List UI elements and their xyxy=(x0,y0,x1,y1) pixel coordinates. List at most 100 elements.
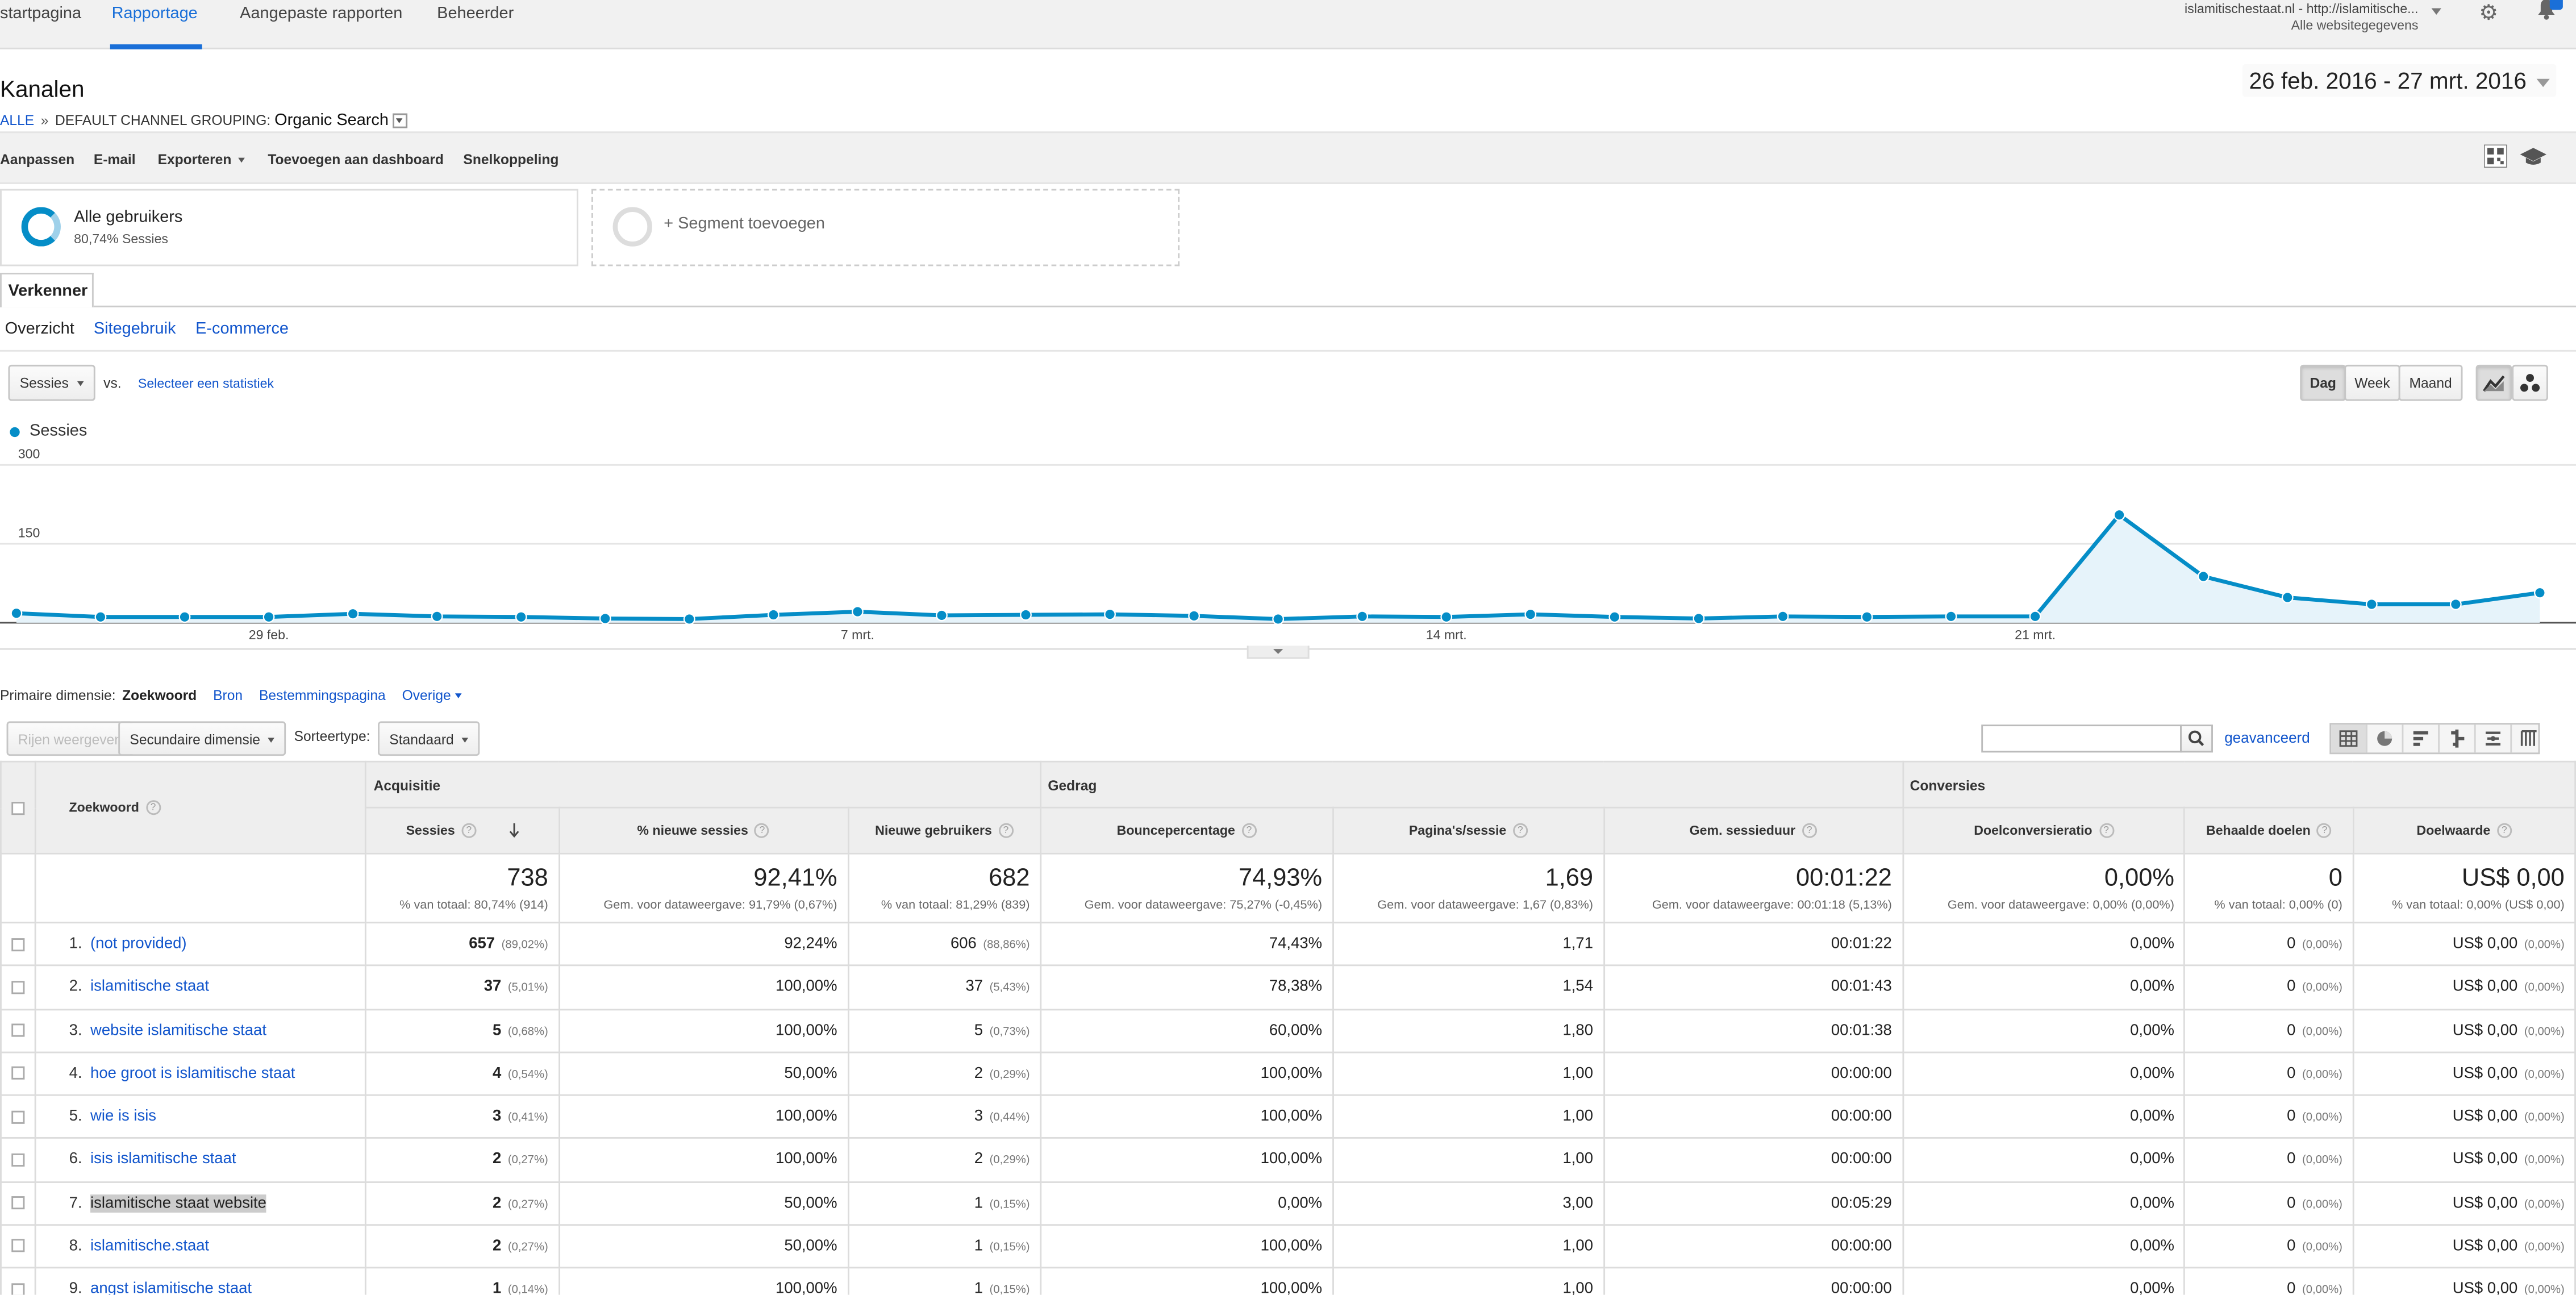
secondary-dimension-select[interactable]: Secundaire dimensie xyxy=(118,721,287,756)
subtab-overview[interactable]: Overzicht xyxy=(5,320,74,339)
column-header-sessions[interactable]: Sessies? xyxy=(365,806,560,855)
dimension-landing-page-link[interactable]: Bestemmingspagina xyxy=(259,686,386,703)
goal-conversion-rate-cell: 0,00% xyxy=(1902,1007,2186,1053)
column-header-new-users[interactable]: Nieuwe gebruikers? xyxy=(847,806,1041,855)
account-dropdown-icon[interactable] xyxy=(2431,8,2441,15)
show-rows-button[interactable]: Rijen weergeven xyxy=(6,721,134,756)
dimension-other-dropdown[interactable]: Overige xyxy=(402,687,462,703)
period-day-button[interactable]: Dag xyxy=(2300,364,2346,401)
table-search-input[interactable] xyxy=(1981,724,2182,753)
data-point xyxy=(431,610,443,623)
keyword-link[interactable]: isis islamitische staat xyxy=(90,1151,236,1169)
nav-tab-custom-reports[interactable]: Aangepaste rapporten xyxy=(240,5,403,23)
advanced-filter-link[interactable]: geavanceerd xyxy=(2224,729,2310,746)
goal-conversion-rate-cell: 0,00% xyxy=(1902,1051,2186,1096)
period-month-button[interactable]: Maand xyxy=(2398,364,2463,401)
table-view-icon[interactable] xyxy=(2331,724,2367,753)
pivot-view-icon[interactable] xyxy=(2512,724,2546,752)
nav-tab-reporting[interactable]: Rapportage xyxy=(111,5,198,23)
email-button[interactable]: E-mail xyxy=(93,151,136,168)
help-icon: ? xyxy=(145,800,161,815)
graduation-cap-icon[interactable] xyxy=(2520,146,2546,166)
keyword-link[interactable]: (not provided) xyxy=(90,935,187,953)
avg-session-duration-cell: 00:00:00 xyxy=(1603,1051,1904,1096)
column-header-goal-conversion-rate[interactable]: Doelconversieratio? xyxy=(1902,806,2186,855)
help-icon: ? xyxy=(2099,823,2114,839)
keyword-link[interactable]: islamitische.staat xyxy=(90,1236,210,1255)
dimension-column-header[interactable]: Zoekwoord? xyxy=(34,760,368,855)
row-checkbox[interactable] xyxy=(11,980,25,994)
row-checkbox[interactable] xyxy=(11,1196,25,1210)
row-checkbox[interactable] xyxy=(11,1239,25,1253)
data-point xyxy=(936,609,948,622)
goal-completions-cell: 0 (0,00%) xyxy=(2184,1267,2354,1295)
data-point xyxy=(2281,592,2294,603)
column-header-pages-per-session[interactable]: Pagina's/sessie? xyxy=(1332,806,1605,855)
keyword-link[interactable]: angst islamitische staat xyxy=(90,1280,252,1295)
term-cloud-view-icon[interactable] xyxy=(2476,724,2512,753)
column-header-bounce-rate[interactable]: Bouncepercentage? xyxy=(1039,806,1334,855)
subtab-site-usage[interactable]: Sitegebruik xyxy=(93,320,176,339)
add-to-dashboard-button[interactable]: Toevoegen aan dashboard xyxy=(268,151,444,168)
row-select-cell xyxy=(0,965,36,1010)
notification-bell-icon[interactable] xyxy=(2535,0,2563,22)
sort-type-select[interactable]: Standaard xyxy=(378,721,481,756)
motion-chart-toggle[interactable] xyxy=(2512,364,2548,401)
date-range-picker[interactable]: 26 feb. 2016 - 27 mrt. 2016 xyxy=(2242,64,2556,97)
column-header-label: Sessies xyxy=(406,823,455,838)
qr-code-icon[interactable] xyxy=(2484,144,2507,168)
data-point xyxy=(1440,611,1453,623)
nav-tab-home[interactable]: startpagina xyxy=(0,5,82,23)
select-all-checkbox[interactable] xyxy=(11,801,25,815)
keyword-link[interactable]: islamitische staat xyxy=(90,978,210,997)
comparison-view-icon[interactable] xyxy=(2440,724,2476,753)
row-checkbox[interactable] xyxy=(11,1023,25,1037)
row-number: 3. xyxy=(69,1021,82,1040)
column-header-goal-completions[interactable]: Behaalde doelen? xyxy=(2184,806,2354,855)
select-metric-link[interactable]: Selecteer een statistiek xyxy=(137,376,274,392)
chart-collapse-handle[interactable] xyxy=(1247,646,1310,659)
performance-view-icon[interactable] xyxy=(2403,724,2440,753)
keyword-link[interactable]: website islamitische staat xyxy=(90,1021,266,1040)
goal-conversion-rate-cell: 0,00% xyxy=(1902,1267,2186,1295)
keyword-link[interactable]: hoe groot is islamitische staat xyxy=(90,1064,295,1083)
pie-view-icon[interactable] xyxy=(2367,724,2404,753)
row-checkbox[interactable] xyxy=(11,1110,25,1123)
column-header-goal-value[interactable]: Doelwaarde? xyxy=(2352,806,2576,855)
row-checkbox[interactable] xyxy=(11,937,25,951)
breadcrumb-all-link[interactable]: ALLE xyxy=(0,111,35,128)
goal-value-cell: US$ 0,00 (0,00%) xyxy=(2352,1180,2576,1226)
help-icon: ? xyxy=(1512,823,1528,839)
keyword-cell: 7. islamitische staat website xyxy=(34,1180,368,1226)
shortcut-button[interactable]: Snelkoppeling xyxy=(463,151,559,168)
keyword-link[interactable]: islamitische staat website xyxy=(90,1194,266,1212)
dimension-source-link[interactable]: Bron xyxy=(213,686,243,703)
customize-button[interactable]: Aanpassen xyxy=(0,151,75,168)
metric-select[interactable]: Sessies xyxy=(8,364,95,401)
account-selector[interactable]: islamitischestaat.nl - http://islamitisc… xyxy=(2185,2,2418,35)
column-header-new-sessions-pct[interactable]: % nieuwe sessies? xyxy=(558,806,849,855)
tab-explorer[interactable]: Verkenner xyxy=(0,273,94,307)
export-button[interactable]: Exporteren xyxy=(158,151,245,168)
report-toolbar: Aanpassen E-mail Exporteren Toevoegen aa… xyxy=(0,131,2576,184)
row-checkbox[interactable] xyxy=(11,1153,25,1167)
table-row: 2. islamitische staat 37 (5,01%) 100,00% 37 (5… xyxy=(0,965,2576,1010)
nav-tab-admin[interactable]: Beheerder xyxy=(437,5,514,23)
segment-all-users[interactable]: Alle gebruikers 80,74% Sessies xyxy=(0,189,578,267)
goal-completions-cell: 0 (0,00%) xyxy=(2184,1051,2354,1096)
row-checkbox[interactable] xyxy=(11,1067,25,1080)
period-week-button[interactable]: Week xyxy=(2344,364,2400,401)
keyword-link[interactable]: wie is isis xyxy=(90,1107,157,1126)
column-header-avg-session-duration[interactable]: Gem. sessieduur? xyxy=(1603,806,1904,855)
total-goal-value: US$ 0,00% van totaal: 0,00% (US$ 0,00) xyxy=(2352,852,2576,924)
column-header-label: Bouncepercentage xyxy=(1116,823,1235,838)
search-button[interactable] xyxy=(2180,724,2213,753)
row-checkbox[interactable] xyxy=(11,1282,25,1295)
breadcrumb-dropdown-icon[interactable] xyxy=(391,114,407,129)
line-chart-toggle[interactable] xyxy=(2475,364,2512,401)
gear-icon[interactable]: ⚙ xyxy=(2479,0,2499,25)
table-row: 9. angst islamitische staat 1 (0,14%) 100,00… xyxy=(0,1267,2576,1295)
subtab-ecommerce[interactable]: E-commerce xyxy=(195,320,289,339)
add-segment-button[interactable]: + Segment toevoegen xyxy=(591,189,1180,267)
column-header-label: Gem. sessieduur xyxy=(1689,823,1796,838)
